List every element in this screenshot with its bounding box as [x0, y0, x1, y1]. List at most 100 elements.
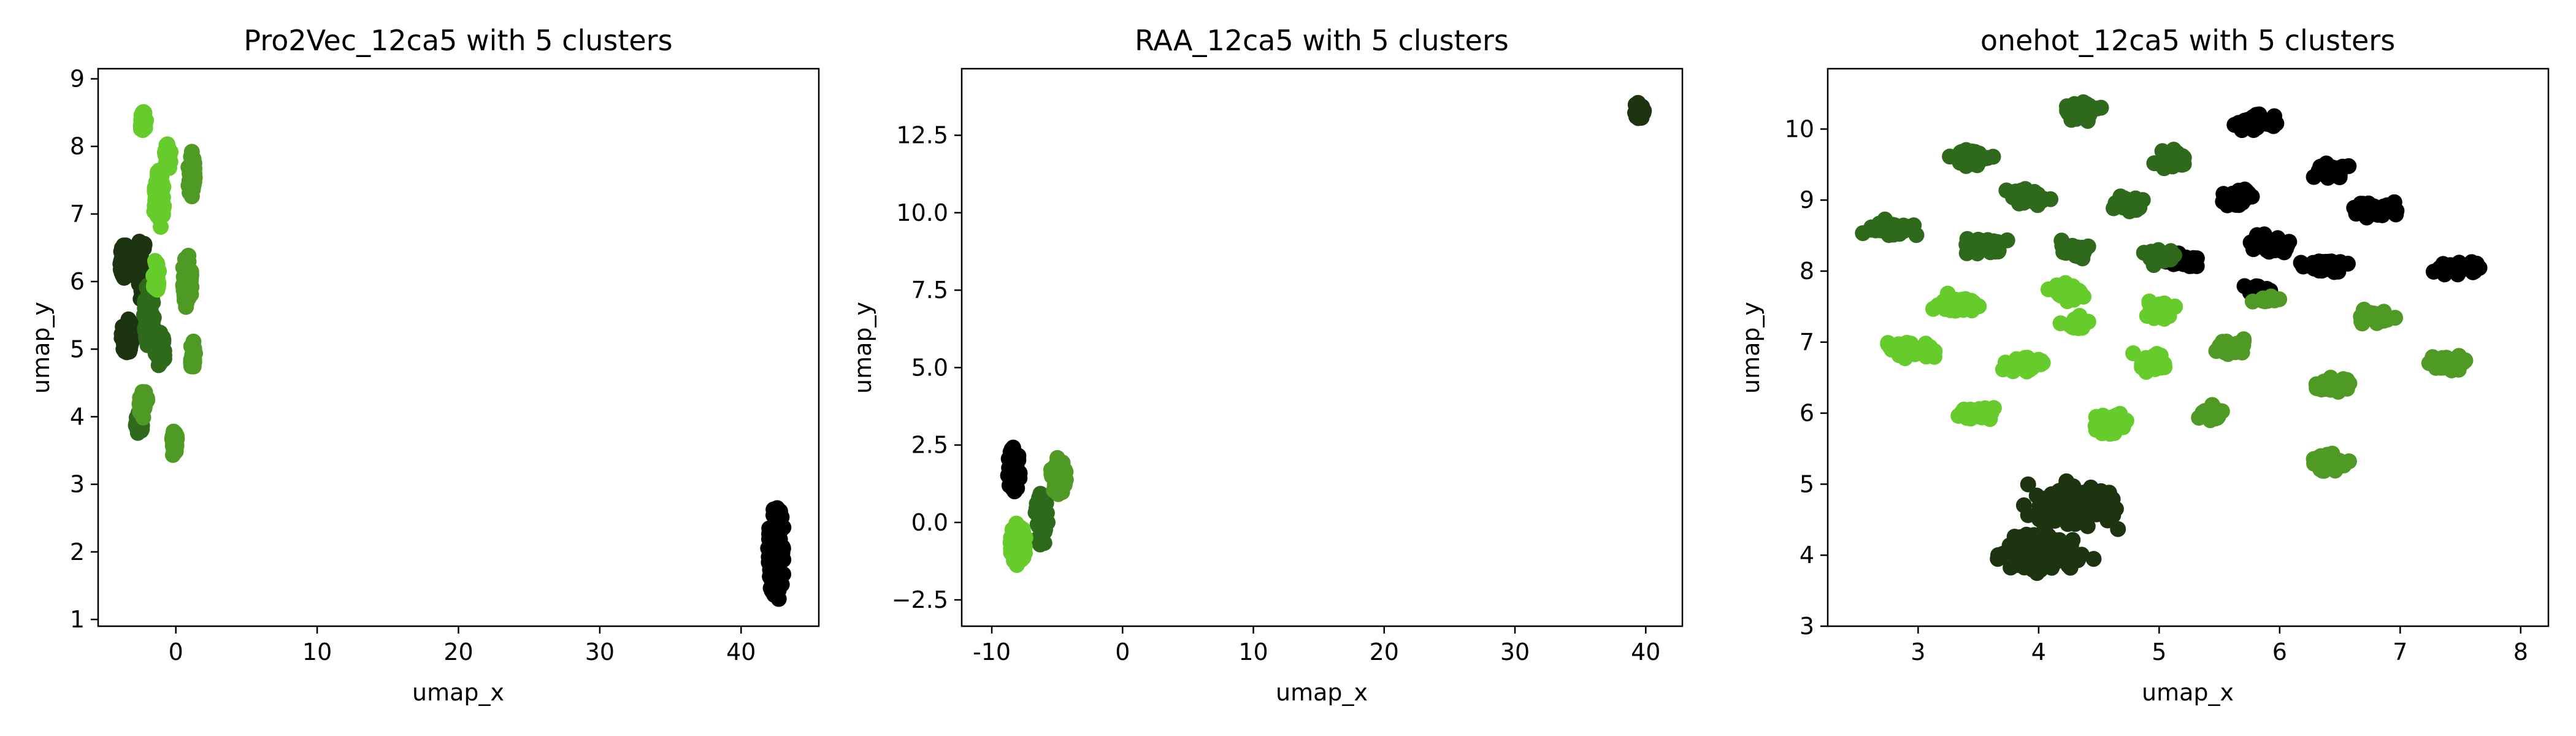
scatter-panel-raa: RAA_12ca5 with 5 clusters -10 0 10 20 30 40 −2…: [849, 24, 1684, 706]
axis-ticks: -10 0 10 20 30 40 −2.5 0.0 2.5 5.0 7.5 10.0 12.5: [892, 122, 1661, 665]
data-point: [134, 239, 151, 256]
x-tick-label: 8: [2513, 638, 2528, 665]
data-point: [2134, 356, 2150, 372]
x-tick-label: 40: [1631, 638, 1660, 665]
data-point: [158, 137, 175, 153]
data-point: [2340, 453, 2357, 470]
y-tick-label: 9: [1800, 186, 1814, 213]
data-point: [177, 251, 193, 267]
data-point: [186, 353, 202, 369]
data-point: [2430, 352, 2447, 369]
data-point: [2150, 247, 2167, 263]
data-point: [2074, 286, 2090, 303]
cluster-0-points: [1000, 439, 1028, 500]
data-point: [186, 340, 202, 357]
data-point: [1006, 451, 1022, 467]
data-point: [1049, 477, 1065, 494]
y-tick-label: 2: [70, 539, 85, 565]
data-point: [176, 275, 193, 292]
data-point: [2039, 539, 2056, 556]
scatter-panel-pro2vec: Pro2Vec_12ca5 with 5 clusters 0 10 20 30 40 1…: [28, 24, 820, 706]
data-point: [2075, 485, 2091, 501]
data-point: [155, 178, 172, 195]
data-point: [2015, 546, 2032, 562]
data-point: [2145, 310, 2162, 326]
data-point: [161, 159, 177, 176]
data-point: [2110, 521, 2126, 537]
y-tick-label: 2.5: [911, 432, 948, 459]
data-point: [2202, 402, 2218, 418]
x-tick-label: 0: [1115, 638, 1130, 665]
plot-frame: [1827, 67, 2550, 627]
y-tick-label: 7: [1800, 329, 1814, 356]
data-point: [2226, 117, 2243, 133]
data-point: [2455, 260, 2471, 277]
data-point: [1631, 98, 1647, 115]
data-point: [2387, 310, 2404, 326]
data-point: [2275, 236, 2291, 253]
axis-ticks: 3 4 5 6 7 8 3 4 5 6 7 8 9 10: [1785, 115, 2528, 665]
y-tick-label: 7.5: [911, 277, 948, 304]
data-point: [2070, 320, 2087, 336]
data-point: [2319, 374, 2336, 390]
data-point: [2031, 511, 2047, 527]
scatter-points: [1000, 94, 1652, 573]
data-point: [182, 166, 198, 182]
data-point: [773, 509, 790, 526]
data-point: [2248, 278, 2264, 294]
y-tick-label: 5: [70, 335, 85, 362]
cluster-3-points: [2191, 288, 2474, 479]
data-point: [2085, 551, 2102, 567]
data-point: [2075, 504, 2091, 520]
cluster-4-points: [1880, 275, 2183, 442]
x-axis-label: umap_x: [412, 679, 504, 706]
scatter-points: [1855, 94, 2488, 581]
data-point: [1855, 225, 1871, 242]
y-tick-label: 6: [70, 268, 85, 295]
cluster-2-points: [1855, 94, 2192, 274]
plot-frame: [960, 67, 1684, 627]
panel-title: onehot_12ca5 with 5 clusters: [1980, 24, 2395, 57]
data-point: [2020, 186, 2036, 203]
y-tick-label: 10: [1785, 115, 1814, 142]
data-point: [1998, 182, 2015, 199]
y-tick-label: −2.5: [892, 586, 948, 613]
data-point: [2146, 155, 2163, 172]
data-point: [132, 389, 148, 406]
y-tick-label: 9: [70, 66, 85, 93]
data-point: [2357, 202, 2374, 218]
y-tick-label: 0.0: [911, 509, 948, 536]
y-tick-label: 10.0: [896, 199, 948, 226]
data-point: [775, 551, 792, 568]
data-point: [2054, 490, 2070, 507]
cluster-1-points: [1627, 94, 1652, 126]
data-point: [2093, 99, 2109, 116]
data-point: [1966, 152, 1982, 169]
panel-title: RAA_12ca5 with 5 clusters: [1135, 24, 1509, 57]
data-point: [115, 256, 132, 272]
data-point: [2015, 497, 2032, 513]
data-point: [1037, 524, 1053, 540]
data-point: [2218, 189, 2235, 205]
data-point: [2425, 264, 2442, 280]
x-tick-label: 4: [2031, 638, 2046, 665]
data-point: [1882, 339, 1898, 356]
cluster-2-points: [1027, 486, 1056, 553]
data-point: [137, 294, 153, 310]
data-point: [2254, 291, 2271, 307]
data-point: [2244, 113, 2261, 129]
data-point: [2267, 292, 2283, 309]
data-point: [1873, 220, 1890, 237]
data-point: [2232, 188, 2248, 204]
data-point: [2106, 200, 2122, 217]
data-point: [2293, 255, 2309, 271]
data-point: [1935, 293, 1952, 310]
scatter-panel-onehot: onehot_12ca5 with 5 clusters 3 4 5 6 7 8 3 4 5 6 7…: [1738, 24, 2550, 706]
cluster-1-points: [112, 234, 154, 361]
x-tick-label: 6: [2272, 638, 2287, 665]
data-point: [164, 434, 181, 450]
data-point: [150, 263, 167, 279]
cluster-4-points: [1002, 515, 1033, 573]
data-point: [2166, 299, 2183, 315]
cluster-3-points: [1043, 450, 1074, 502]
